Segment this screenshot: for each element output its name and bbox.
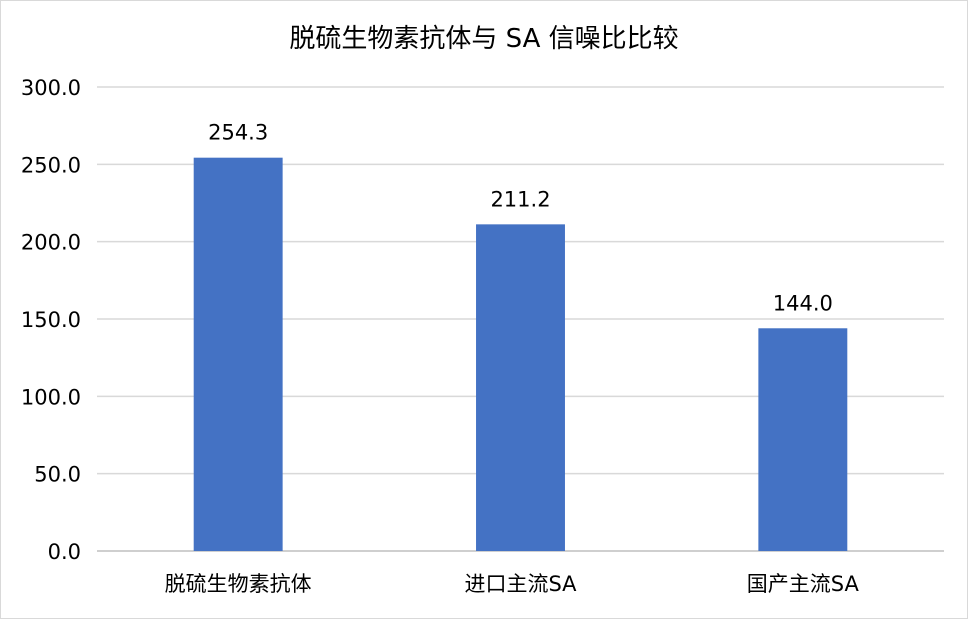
y-tick-label: 150.0 — [21, 308, 81, 332]
y-tick-label: 100.0 — [21, 385, 81, 409]
y-tick-label: 200.0 — [21, 231, 81, 255]
data-label: 254.3 — [208, 121, 268, 145]
data-labels: 254.3 211.2 144.0 — [208, 121, 833, 316]
data-label: 211.2 — [490, 187, 550, 211]
bar — [758, 328, 848, 551]
chart-title: 脱硫生物素抗体与 SA 信噪比比较 — [289, 24, 678, 54]
bars — [193, 157, 848, 551]
bar — [476, 224, 565, 551]
bar — [193, 157, 283, 551]
y-tick-label: 300.0 — [21, 76, 81, 100]
category-labels: 脱硫生物素抗体 进口主流SA 国产主流SA — [165, 572, 860, 596]
category-label: 国产主流SA — [747, 572, 860, 596]
y-tick-label: 50.0 — [34, 463, 81, 487]
data-label: 144.0 — [773, 291, 833, 315]
y-axis-ticks: 0.0 50.0 100.0 150.0 200.0 250.0 300.0 — [21, 76, 81, 564]
category-label: 进口主流SA — [464, 572, 577, 596]
y-tick-label: 0.0 — [48, 540, 81, 564]
y-tick-label: 250.0 — [21, 153, 81, 177]
category-label: 脱硫生物素抗体 — [165, 572, 312, 596]
